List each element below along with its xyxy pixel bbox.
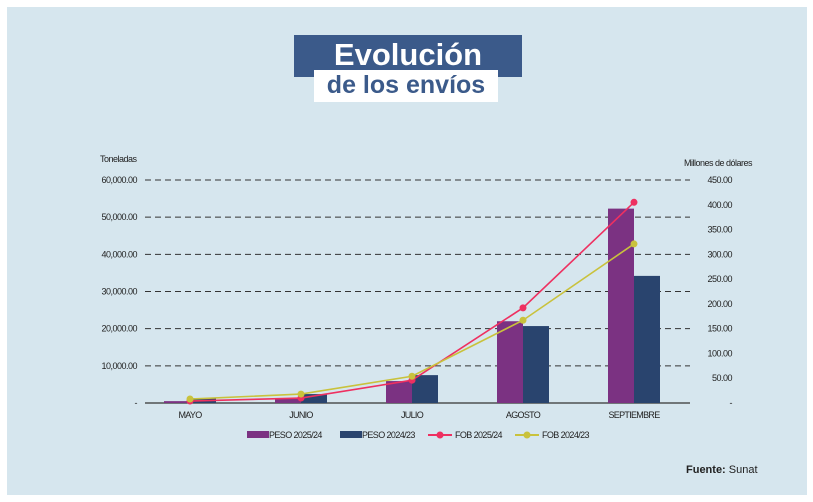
point-fob-2025-24 bbox=[519, 304, 527, 312]
y-tick-label: 50,000.00 bbox=[101, 212, 137, 222]
bar-peso-2025-24 bbox=[497, 321, 523, 403]
y-tick-label: 20,000.00 bbox=[101, 324, 137, 334]
point-fob-2024-23 bbox=[297, 390, 305, 398]
x-tick-label: AGOSTO bbox=[506, 410, 541, 420]
line-fob-2025-24 bbox=[189, 201, 635, 402]
legend-swatch bbox=[340, 431, 362, 438]
legend-marker bbox=[436, 431, 444, 439]
y2-tick-label: 400.00 bbox=[707, 200, 732, 210]
x-tick-label: SEPTIEMBRE bbox=[608, 410, 660, 420]
bar-peso-2024-23 bbox=[523, 326, 549, 403]
source-note: Fuente: Sunat bbox=[686, 464, 758, 476]
x-tick-label: JULIO bbox=[401, 410, 424, 420]
y2-tick-label: 450.00 bbox=[707, 175, 732, 185]
y-tick-label: 60,000.00 bbox=[101, 175, 137, 185]
point-fob-2024-23 bbox=[408, 372, 416, 380]
bar-peso-2025-24 bbox=[608, 208, 634, 403]
source-label: Fuente: bbox=[686, 464, 726, 476]
legend-swatch bbox=[247, 431, 269, 438]
title-line-2: de los envíos bbox=[314, 70, 498, 102]
legend-label: FOB 2025/24 bbox=[455, 430, 503, 440]
source-value: Sunat bbox=[728, 464, 758, 476]
bar-peso-2025-24 bbox=[164, 401, 190, 403]
y2-axis-title: Millones de dólares bbox=[684, 158, 753, 168]
bar-peso-2024-23 bbox=[634, 275, 660, 403]
y-tick-label: - bbox=[135, 398, 138, 408]
point-fob-2025-24 bbox=[630, 198, 638, 206]
y2-tick-label: 200.00 bbox=[707, 299, 732, 309]
y2-tick-label: 50.00 bbox=[712, 373, 733, 383]
y-tick-label: 30,000.00 bbox=[101, 287, 137, 297]
legend-label: PESO 2024/23 bbox=[362, 430, 415, 440]
y2-tick-label: - bbox=[730, 398, 733, 408]
legend-label: PESO 2025/24 bbox=[269, 430, 322, 440]
y2-tick-label: 250.00 bbox=[707, 274, 732, 284]
legend-marker bbox=[523, 431, 531, 439]
bar-peso-2024-23 bbox=[412, 375, 438, 403]
bar-peso-2025-24 bbox=[275, 398, 301, 403]
bar-peso-2024-23 bbox=[301, 394, 327, 403]
y2-tick-label: 300.00 bbox=[707, 249, 732, 259]
x-tick-label: JUNIO bbox=[289, 410, 313, 420]
y2-tick-label: 350.00 bbox=[707, 225, 732, 235]
y-tick-label: 40,000.00 bbox=[101, 249, 137, 259]
point-fob-2024-23 bbox=[630, 240, 638, 248]
legend-label: FOB 2024/23 bbox=[542, 430, 590, 440]
y2-tick-label: 150.00 bbox=[707, 324, 732, 334]
y-axis-title: Toneladas bbox=[100, 154, 138, 164]
y2-tick-label: 100.00 bbox=[707, 348, 732, 358]
point-fob-2024-23 bbox=[186, 395, 194, 403]
point-fob-2024-23 bbox=[519, 316, 527, 324]
x-tick-label: MAYO bbox=[178, 410, 202, 420]
y-tick-label: 10,000.00 bbox=[101, 361, 137, 371]
bar-peso-2025-24 bbox=[386, 381, 412, 403]
